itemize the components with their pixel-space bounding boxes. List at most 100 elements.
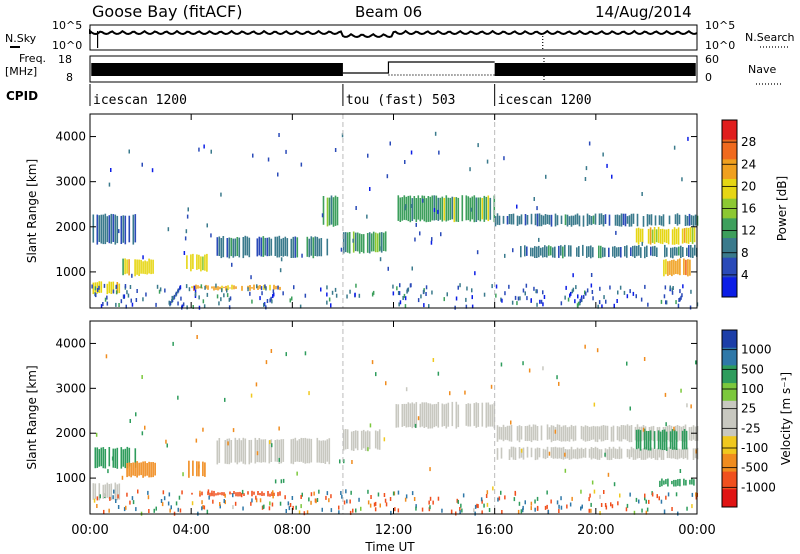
data-cell — [640, 247, 642, 258]
scatter-cell — [586, 288, 589, 293]
scatter-cell — [397, 508, 400, 513]
data-cell — [666, 447, 669, 459]
data-cell — [469, 403, 472, 427]
data-cell — [260, 439, 263, 463]
data-cell — [618, 215, 621, 227]
data-cell — [100, 281, 103, 293]
scatter-cell — [175, 291, 178, 296]
data-cell — [435, 195, 438, 221]
data-cell — [354, 232, 357, 252]
data-cell — [296, 440, 299, 462]
scatter-cell — [339, 459, 341, 464]
scatter-cell — [273, 292, 275, 297]
velocity-colorbar-swatch — [722, 453, 737, 473]
scatter-cell — [517, 509, 520, 514]
scatter-cell — [572, 273, 574, 278]
data-cell — [274, 236, 277, 256]
scatter-cell — [530, 298, 532, 303]
data-cell — [614, 214, 617, 226]
scatter-cell — [252, 153, 254, 158]
data-cell — [628, 215, 631, 227]
data-cell — [223, 286, 225, 289]
scatter-cell — [277, 285, 279, 290]
scatter-cell — [349, 499, 351, 504]
data-cell — [556, 215, 559, 226]
scatter-cell — [242, 506, 244, 511]
scatter-cell — [461, 508, 463, 513]
data-cell — [286, 238, 289, 257]
scatter-cell — [590, 273, 593, 277]
scatter-cell — [459, 283, 461, 288]
data-cell — [592, 448, 595, 459]
scatter-cell — [315, 499, 317, 504]
data-cell — [681, 228, 684, 244]
data-cell — [650, 214, 653, 226]
scatter-cell — [142, 255, 144, 260]
scatter-cell — [597, 304, 599, 309]
scatter-cell — [456, 498, 458, 503]
scatter-cell — [665, 300, 667, 305]
data-cell — [608, 247, 610, 258]
scatter-cell — [355, 206, 357, 210]
scatter-cell — [203, 144, 205, 149]
data-cell — [600, 213, 603, 225]
data-cell — [290, 439, 293, 464]
data-cell — [376, 431, 379, 450]
data-cell — [199, 286, 201, 289]
scatter-cell — [504, 495, 506, 500]
scatter-cell — [610, 502, 612, 507]
scatter-cell — [584, 290, 586, 295]
data-cell — [100, 214, 103, 244]
scatter-cell — [136, 289, 138, 293]
data-cell — [122, 215, 125, 243]
scatter-cell — [385, 502, 388, 507]
scatter-cell — [590, 283, 593, 288]
scatter-cell — [679, 469, 682, 473]
scatter-cell — [260, 286, 263, 291]
data-cell — [211, 286, 213, 289]
scatter-cell — [533, 286, 535, 291]
scatter-cell — [206, 223, 208, 228]
scatter-cell — [626, 294, 629, 299]
data-cell — [570, 245, 572, 257]
data-cell — [598, 245, 600, 259]
data-cell — [498, 215, 501, 226]
scatter-cell — [415, 506, 417, 511]
data-cell — [566, 214, 569, 227]
data-cell — [637, 429, 640, 449]
scatter-cell — [579, 299, 581, 303]
data-cell — [146, 463, 148, 476]
data-cell — [364, 431, 367, 451]
data-cell — [354, 430, 357, 449]
data-cell — [502, 215, 505, 224]
data-cell — [356, 430, 359, 451]
scatter-cell — [677, 303, 680, 308]
data-cell — [632, 448, 635, 460]
data-cell — [649, 430, 652, 451]
data-region-2-9 — [496, 446, 699, 461]
data-region-2-2 — [126, 461, 156, 478]
scatter-cell — [301, 253, 303, 258]
scatter-cell — [686, 403, 688, 408]
scatter-cell — [524, 291, 526, 296]
scatter-cell — [558, 504, 560, 509]
scatter-cell — [576, 303, 579, 308]
data-cell — [114, 482, 117, 501]
data-cell — [692, 247, 694, 258]
scatter-cell — [135, 298, 138, 302]
data-cell — [124, 448, 127, 469]
data-cell — [104, 484, 107, 499]
data-cell — [294, 236, 297, 258]
scatter-cell — [607, 472, 610, 477]
scatter-cell — [446, 292, 448, 297]
data-cell — [336, 196, 339, 226]
data-cell — [618, 446, 621, 460]
data-cell — [668, 425, 671, 442]
scatter-cell — [399, 300, 402, 305]
scatter-cell — [374, 501, 377, 506]
data-cell — [221, 285, 223, 291]
data-cell — [118, 283, 121, 294]
data-cell — [126, 259, 128, 274]
scatter-cell — [194, 292, 197, 297]
data-cell — [562, 446, 565, 460]
